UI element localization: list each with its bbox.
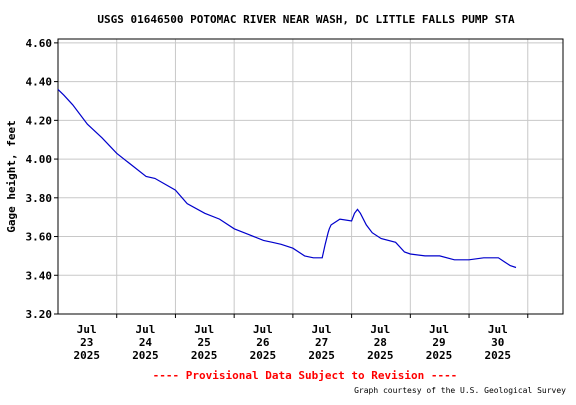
y-axis-ticks: 3.20 3.40 3.60 3.80 4.00 4.20 4.40 4.60	[26, 37, 58, 321]
x-tick-label-day: 29	[432, 336, 445, 349]
x-tick-label-year: 2025	[308, 349, 335, 362]
y-tick-label: 3.80	[26, 192, 53, 205]
y-tick-label: 3.40	[26, 269, 53, 282]
y-tick-label: 4.00	[26, 153, 53, 166]
x-tick-label-day: 27	[315, 336, 328, 349]
y-tick-label: 4.60	[26, 37, 53, 50]
y-tick-label: 4.40	[26, 76, 53, 89]
x-tick-label-day: 26	[256, 336, 270, 349]
x-axis-ticks: Jul232025Jul242025Jul252025Jul262025Jul2…	[73, 314, 529, 362]
x-tick-label-day: 24	[139, 336, 153, 349]
x-tick-label-day: 28	[374, 336, 387, 349]
gage-height-series-line	[57, 88, 517, 269]
x-tick-label-year: 2025	[132, 349, 159, 362]
usgs-courtesy-credit: Graph courtesy of the U.S. Geological Su…	[354, 386, 566, 395]
x-tick-label-day: 23	[80, 336, 93, 349]
x-tick-label-month: Jul	[253, 323, 273, 336]
x-tick-label-month: Jul	[194, 323, 214, 336]
y-tick-label: 3.20	[26, 308, 53, 321]
x-tick-label-month: Jul	[488, 323, 508, 336]
x-tick-label-month: Jul	[136, 323, 156, 336]
x-tick-label-year: 2025	[73, 349, 100, 362]
x-tick-label-year: 2025	[191, 349, 218, 362]
y-tick-label: 4.20	[26, 114, 53, 127]
x-tick-label-month: Jul	[77, 323, 97, 336]
x-tick-label-month: Jul	[312, 323, 332, 336]
x-tick-label-year: 2025	[250, 349, 277, 362]
y-tick-label: 3.60	[26, 231, 53, 244]
x-tick-label-year: 2025	[485, 349, 512, 362]
x-tick-label-year: 2025	[426, 349, 453, 362]
x-tick-label-month: Jul	[370, 323, 390, 336]
x-tick-label-month: Jul	[429, 323, 449, 336]
plot-frame	[57, 38, 564, 315]
y-axis-label: Gage height, feet	[5, 120, 18, 233]
chart-title: USGS 01646500 POTOMAC RIVER NEAR WASH, D…	[97, 13, 515, 26]
provisional-notice: ---- Provisional Data Subject to Revisio…	[153, 369, 458, 382]
x-tick-label-day: 25	[198, 336, 211, 349]
grid-lines	[58, 39, 563, 315]
x-tick-label-year: 2025	[367, 349, 394, 362]
x-tick-label-day: 30	[491, 336, 504, 349]
